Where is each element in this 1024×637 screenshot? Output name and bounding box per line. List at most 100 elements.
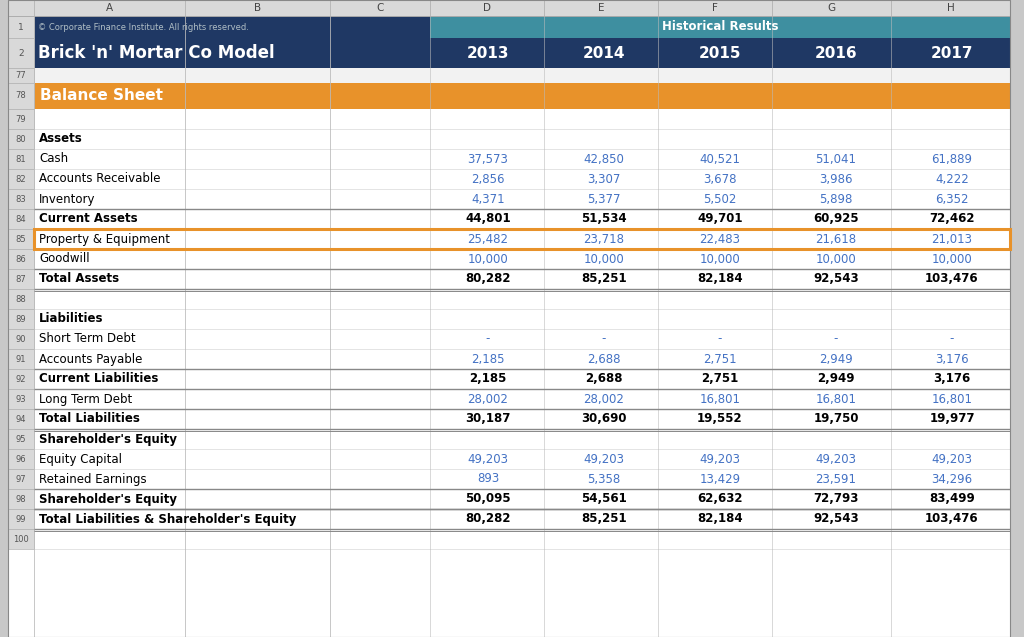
- Text: 80: 80: [15, 134, 27, 143]
- Text: 5,898: 5,898: [819, 192, 853, 206]
- Text: 13,429: 13,429: [699, 473, 740, 485]
- Text: 10,000: 10,000: [816, 252, 856, 266]
- Bar: [34, 449, 1010, 469]
- Text: 92,543: 92,543: [813, 273, 859, 285]
- Text: Historical Results: Historical Results: [662, 20, 778, 34]
- Text: 2,185: 2,185: [471, 352, 505, 366]
- Text: 16,801: 16,801: [699, 392, 740, 406]
- Text: 92,543: 92,543: [813, 513, 859, 526]
- Text: 93: 93: [15, 394, 27, 403]
- Text: 51,534: 51,534: [582, 213, 627, 225]
- Text: H: H: [946, 3, 954, 13]
- Text: 30,187: 30,187: [465, 413, 511, 426]
- Text: 103,476: 103,476: [926, 273, 979, 285]
- Bar: [34, 38, 1010, 68]
- Text: 62,632: 62,632: [697, 492, 742, 506]
- Text: 85,251: 85,251: [582, 513, 627, 526]
- Bar: [34, 269, 1010, 289]
- Bar: [8, 169, 34, 189]
- Text: Balance Sheet: Balance Sheet: [40, 89, 163, 103]
- Text: 72,793: 72,793: [813, 492, 859, 506]
- Text: 21,618: 21,618: [815, 233, 856, 245]
- Text: 95: 95: [15, 434, 27, 443]
- Text: Accounts Payable: Accounts Payable: [39, 352, 142, 366]
- Bar: [8, 349, 34, 369]
- Text: 2017: 2017: [931, 45, 973, 61]
- Bar: [8, 16, 34, 38]
- Text: 25,482: 25,482: [468, 233, 509, 245]
- Text: 60,925: 60,925: [813, 213, 859, 225]
- Text: Current Assets: Current Assets: [39, 213, 137, 225]
- Text: 61,889: 61,889: [932, 152, 973, 166]
- Text: -: -: [602, 333, 606, 345]
- Bar: [34, 189, 1010, 209]
- Text: 2014: 2014: [583, 45, 626, 61]
- Text: 10,000: 10,000: [468, 252, 508, 266]
- Text: 84: 84: [15, 215, 27, 224]
- Bar: [34, 489, 1010, 509]
- Text: 86: 86: [15, 255, 27, 264]
- Text: 2016: 2016: [815, 45, 857, 61]
- Text: 6,352: 6,352: [935, 192, 969, 206]
- Text: 88: 88: [15, 294, 27, 303]
- Bar: [8, 83, 34, 109]
- Text: 97: 97: [15, 475, 27, 483]
- Text: 83: 83: [15, 194, 27, 203]
- Text: 94: 94: [15, 415, 27, 424]
- Bar: [8, 249, 34, 269]
- Text: 83,499: 83,499: [929, 492, 975, 506]
- Bar: [8, 409, 34, 429]
- Bar: [34, 289, 1010, 309]
- Bar: [658, 0, 772, 16]
- Text: 23,591: 23,591: [815, 473, 856, 485]
- Text: 44,801: 44,801: [465, 213, 511, 225]
- Bar: [8, 38, 34, 68]
- Text: Current Liabilities: Current Liabilities: [39, 373, 159, 385]
- Bar: [8, 68, 34, 83]
- Text: 92: 92: [15, 375, 27, 383]
- Text: 2,949: 2,949: [819, 352, 853, 366]
- Text: 2: 2: [18, 48, 24, 57]
- Text: -: -: [834, 333, 839, 345]
- Text: 23,718: 23,718: [584, 233, 625, 245]
- Text: Shareholder's Equity: Shareholder's Equity: [39, 433, 177, 445]
- Bar: [34, 329, 1010, 349]
- Text: 21,013: 21,013: [932, 233, 973, 245]
- Text: 81: 81: [15, 155, 27, 164]
- Text: 2,751: 2,751: [701, 373, 738, 385]
- Text: 2,185: 2,185: [469, 373, 507, 385]
- Text: 51,041: 51,041: [815, 152, 856, 166]
- Bar: [34, 369, 1010, 389]
- Text: Accounts Receivable: Accounts Receivable: [39, 173, 161, 185]
- Bar: [8, 309, 34, 329]
- Bar: [34, 16, 430, 38]
- Text: 4,371: 4,371: [471, 192, 505, 206]
- Bar: [34, 429, 1010, 449]
- Bar: [34, 0, 185, 16]
- Text: 28,002: 28,002: [468, 392, 509, 406]
- Bar: [34, 509, 1010, 529]
- Bar: [8, 289, 34, 309]
- Text: 100: 100: [13, 534, 29, 543]
- Text: Total Liabilities & Shareholder's Equity: Total Liabilities & Shareholder's Equity: [39, 513, 296, 526]
- Bar: [544, 0, 658, 16]
- Text: 91: 91: [15, 355, 27, 364]
- Text: 22,483: 22,483: [699, 233, 740, 245]
- Text: 10,000: 10,000: [584, 252, 625, 266]
- Bar: [772, 0, 891, 16]
- Text: 80,282: 80,282: [465, 273, 511, 285]
- Text: 82,184: 82,184: [697, 513, 742, 526]
- Text: 49,203: 49,203: [699, 452, 740, 466]
- Text: -: -: [950, 333, 954, 345]
- Bar: [8, 269, 34, 289]
- Text: Property & Equipment: Property & Equipment: [39, 233, 170, 245]
- Text: 90: 90: [15, 334, 27, 343]
- Bar: [330, 0, 430, 16]
- Text: 82: 82: [15, 175, 27, 183]
- Text: -: -: [718, 333, 722, 345]
- Text: Brick 'n' Mortar Co Model: Brick 'n' Mortar Co Model: [38, 44, 274, 62]
- Text: 893: 893: [477, 473, 499, 485]
- Bar: [8, 489, 34, 509]
- Text: C: C: [376, 3, 384, 13]
- Bar: [891, 0, 1010, 16]
